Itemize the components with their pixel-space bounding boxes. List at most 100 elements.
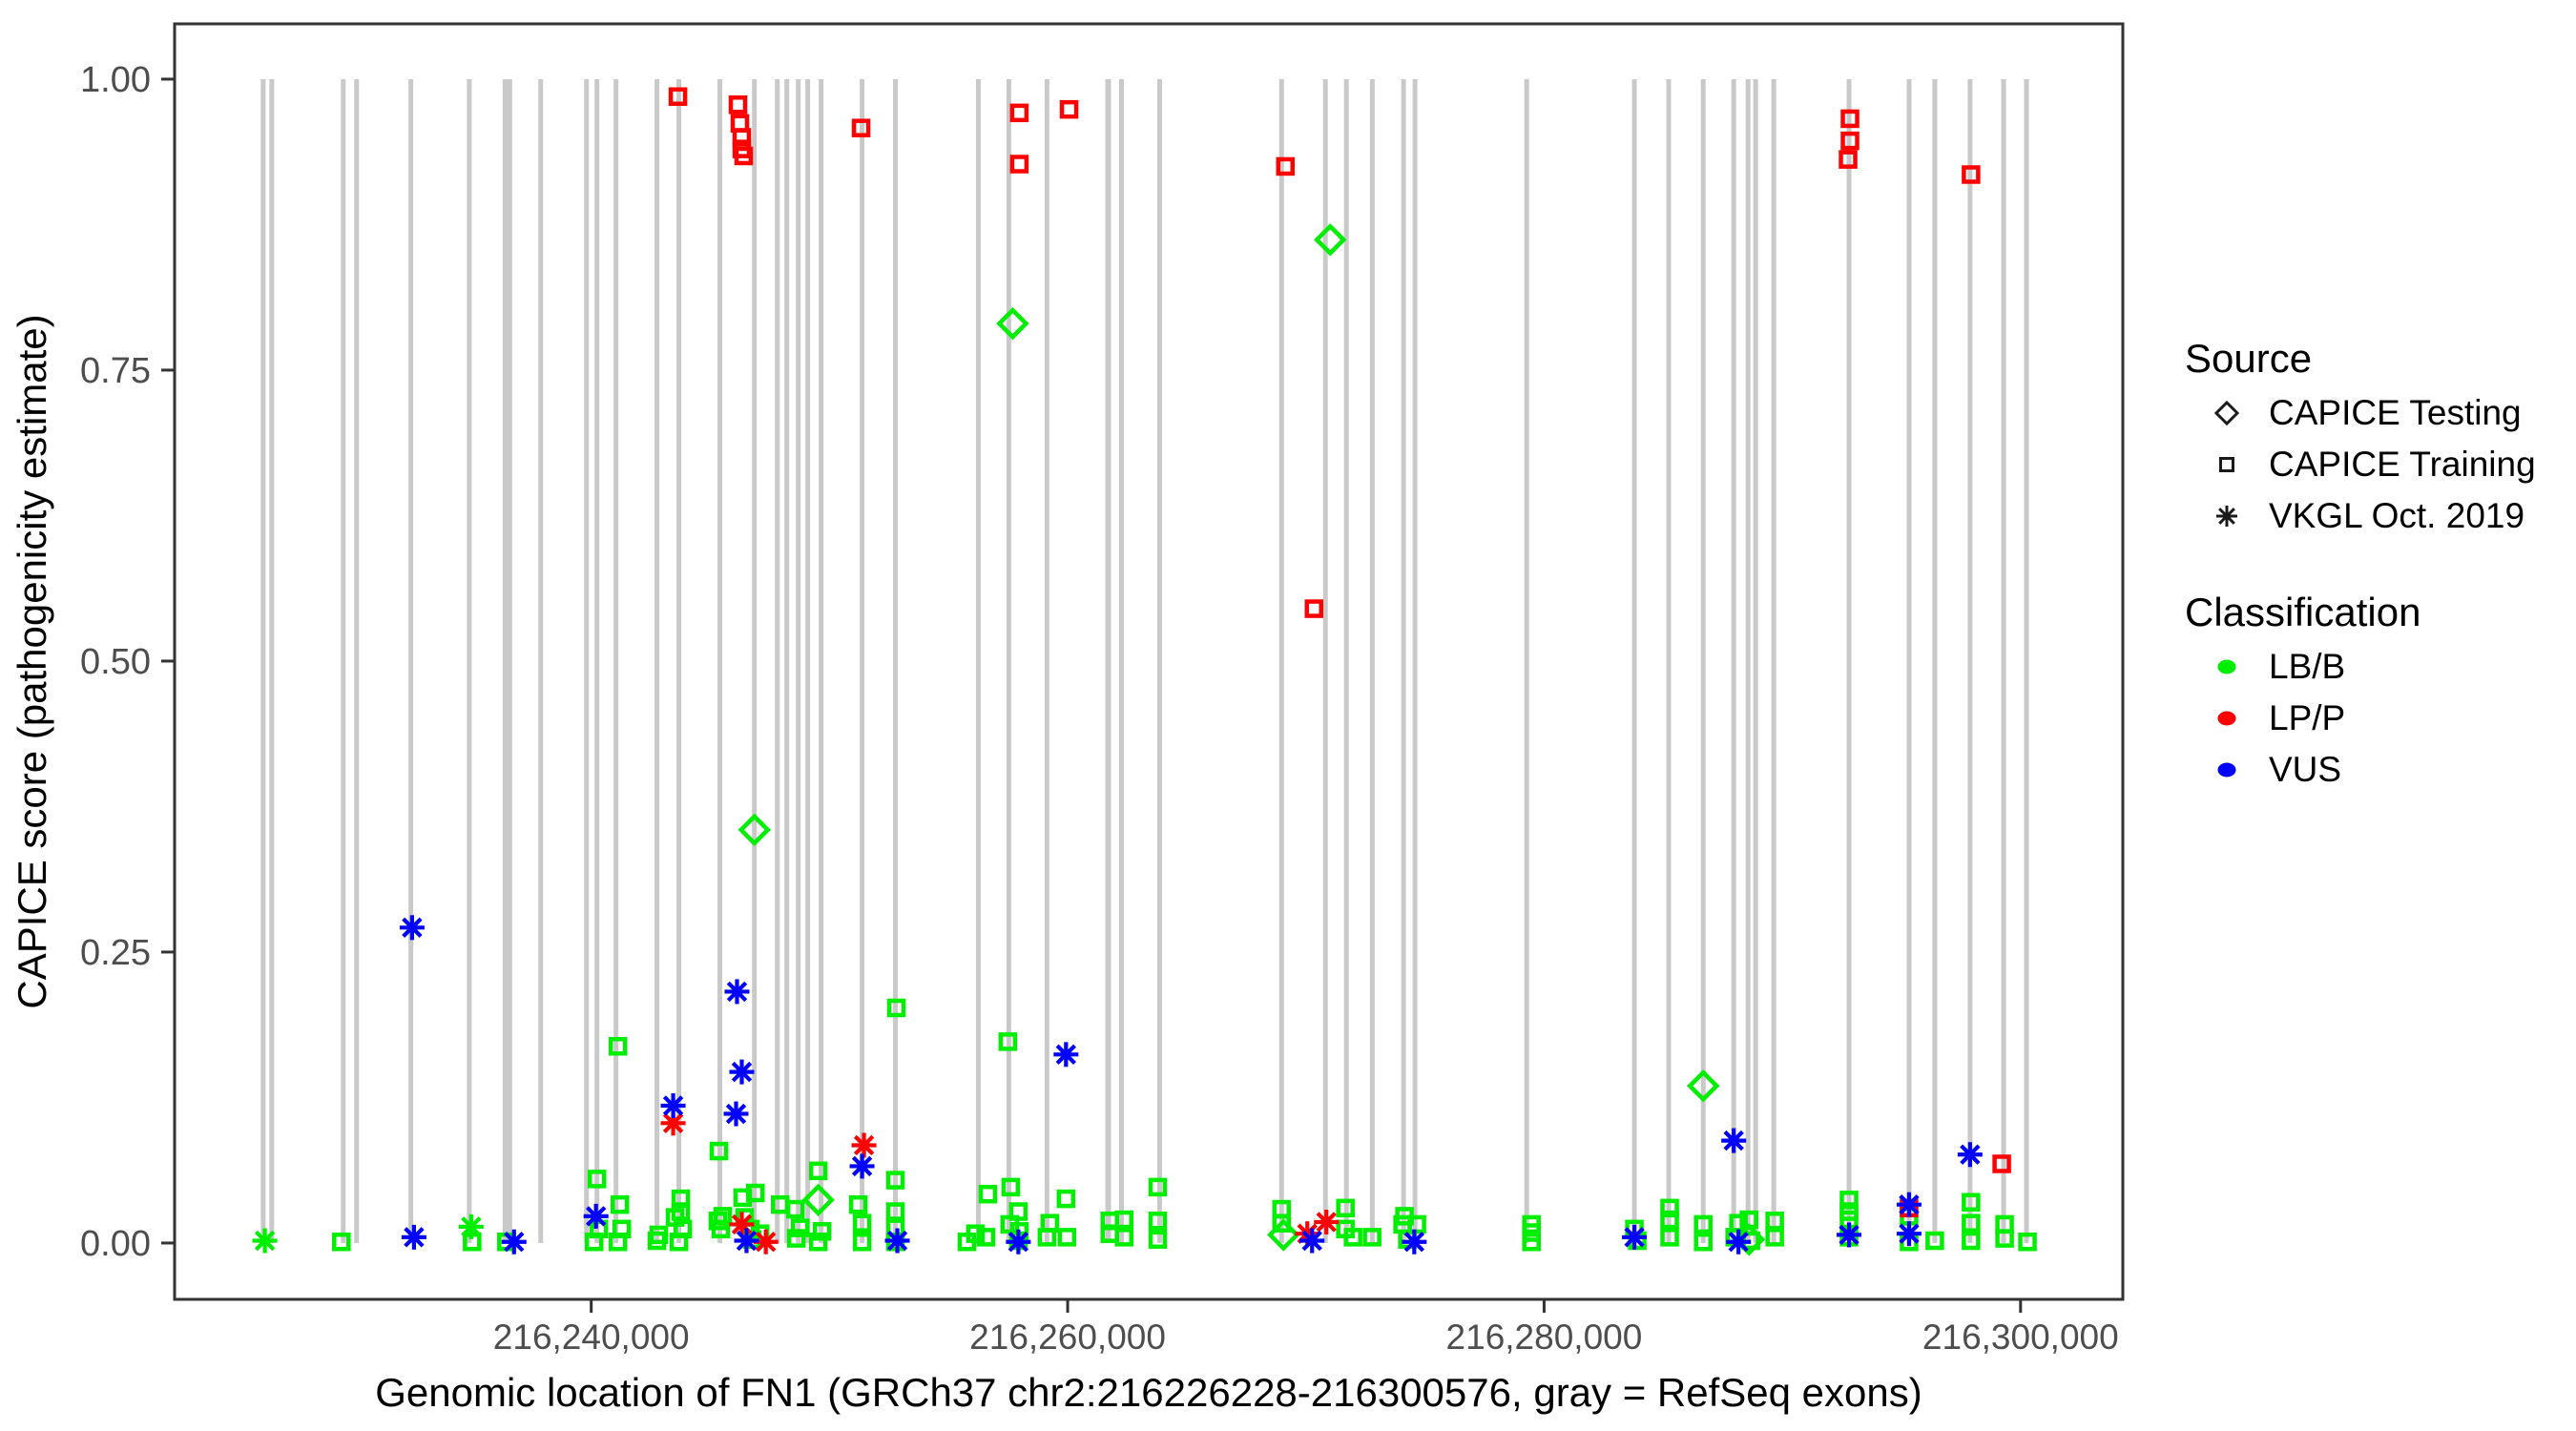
- point-square: [1992, 1154, 2011, 1173]
- point-square: [671, 1202, 691, 1221]
- legend-item-capice-testing: CAPICE Testing: [2185, 387, 2536, 439]
- point-square: [966, 1224, 986, 1243]
- point-asterisk: [583, 1203, 609, 1229]
- series-vkgl-oct-2019-lp-p: [660, 1110, 1340, 1255]
- exon-bar: [1369, 78, 1375, 1243]
- point-square: [852, 1232, 872, 1252]
- exon-bar: [260, 78, 266, 1243]
- y-tick-label: 0.75: [80, 351, 151, 391]
- exon-bar: [502, 78, 512, 1243]
- exon-bar: [1006, 78, 1011, 1243]
- point-square: [1272, 1213, 1292, 1233]
- exon-bar: [1631, 78, 1637, 1243]
- exon-bar: [1753, 78, 1758, 1243]
- point-asterisk: [1053, 1042, 1079, 1068]
- point-square: [1336, 1198, 1355, 1218]
- exon-bar: [1745, 78, 1751, 1243]
- point-asterisk: [849, 1153, 875, 1179]
- exon-bar: [1156, 78, 1162, 1243]
- exon-bar: [775, 78, 780, 1243]
- point-square: [713, 1207, 733, 1226]
- legend-classification-group: Classification LB/B LP/P VUS: [2185, 590, 2536, 796]
- point-square: [1056, 1189, 1076, 1209]
- point-square: [790, 1218, 810, 1237]
- legend-item-label: LB/B: [2269, 647, 2346, 686]
- point-asterisk: [1721, 1128, 1747, 1153]
- point-square: [1362, 1228, 1381, 1247]
- exon-bar: [819, 78, 824, 1243]
- point-asterisk: [1896, 1192, 1922, 1217]
- point-square: [1040, 1213, 1060, 1233]
- exon-bar: [1412, 78, 1418, 1243]
- y-axis-title: CAPICE score (pathogenicity estimate): [10, 314, 54, 1008]
- point-square: [1840, 109, 1859, 129]
- series-capice-training-lp-p: [668, 87, 2011, 1218]
- point-square: [668, 87, 688, 107]
- point-square: [673, 1219, 693, 1239]
- point-square: [1839, 150, 1858, 169]
- exon-bar: [717, 78, 723, 1243]
- point-square: [851, 118, 871, 137]
- point-square: [732, 128, 752, 147]
- y-tick-label: 0.25: [80, 933, 151, 973]
- point-asterisk: [458, 1213, 484, 1239]
- exon-bar: [1932, 78, 1938, 1243]
- exon-bar: [2024, 78, 2029, 1243]
- legend: Source CAPICE Testing CAPICE Training VK…: [2185, 336, 2536, 796]
- exon-bar: [584, 78, 590, 1243]
- point-square: [1276, 156, 1296, 176]
- exon-bar: [1700, 78, 1706, 1243]
- point-square: [1693, 1214, 1713, 1234]
- exon-bar: [1343, 78, 1349, 1243]
- point-asterisk: [1896, 1221, 1922, 1247]
- exon-bar: [1401, 78, 1406, 1243]
- exon-bar: [538, 78, 544, 1243]
- legend-item-capice-training: CAPICE Training: [2185, 439, 2536, 490]
- point-asterisk: [1314, 1209, 1340, 1234]
- exon-bar: [784, 78, 790, 1243]
- x-axis: 216,240,000 216,260,000 216,280,000 216,300…: [493, 1299, 2119, 1357]
- point-square: [1001, 1177, 1021, 1197]
- x-tick-label: 216,300,000: [1922, 1317, 2119, 1357]
- exon-bar: [269, 78, 275, 1243]
- point-square: [745, 1183, 765, 1203]
- point-square: [852, 1213, 872, 1233]
- point-asterisk: [1726, 1229, 1752, 1255]
- point-square: [587, 1170, 607, 1189]
- exon-bar: [893, 78, 899, 1243]
- point-asterisk: [501, 1229, 527, 1255]
- legend-item-label: CAPICE Testing: [2269, 393, 2522, 432]
- exon-bar: [1118, 78, 1124, 1243]
- point-square: [1925, 1231, 1944, 1251]
- point-diamond: [996, 306, 1029, 341]
- point-square: [998, 1032, 1018, 1051]
- exon-bar: [1278, 78, 1284, 1243]
- panel-border: [173, 22, 2125, 1301]
- point-asterisk: [734, 1228, 759, 1254]
- point-square: [808, 1161, 828, 1181]
- point-square: [1962, 165, 1981, 184]
- point-diamond: [1687, 1069, 1720, 1103]
- exon-bar: [1731, 78, 1736, 1243]
- square-icon: [2219, 457, 2234, 472]
- point-asterisk: [1957, 1142, 1983, 1168]
- point-square: [978, 1184, 998, 1204]
- y-tick-label: 0.00: [80, 1224, 151, 1264]
- point-square: [1114, 1228, 1133, 1247]
- exon-bar: [676, 78, 682, 1243]
- exon-bar: [1044, 78, 1049, 1243]
- point-asterisk: [724, 979, 750, 1005]
- point-square: [1522, 1223, 1541, 1242]
- x-axis-title: Genomic location of FN1 (GRCh37 chr2:216…: [375, 1370, 1922, 1415]
- series-vkgl-oct-2019-vus: [399, 915, 1983, 1255]
- point-square: [1962, 1192, 1981, 1213]
- exon-bar: [654, 78, 660, 1243]
- point-square: [808, 1232, 828, 1252]
- point-asterisk: [1299, 1228, 1325, 1254]
- y-tick-label: 0.50: [80, 642, 151, 682]
- exon-bar: [1846, 78, 1852, 1243]
- legend-item-label: VUS: [2269, 750, 2342, 789]
- legend-source-title: Source: [2185, 336, 2313, 381]
- exon-bar: [1906, 78, 1912, 1243]
